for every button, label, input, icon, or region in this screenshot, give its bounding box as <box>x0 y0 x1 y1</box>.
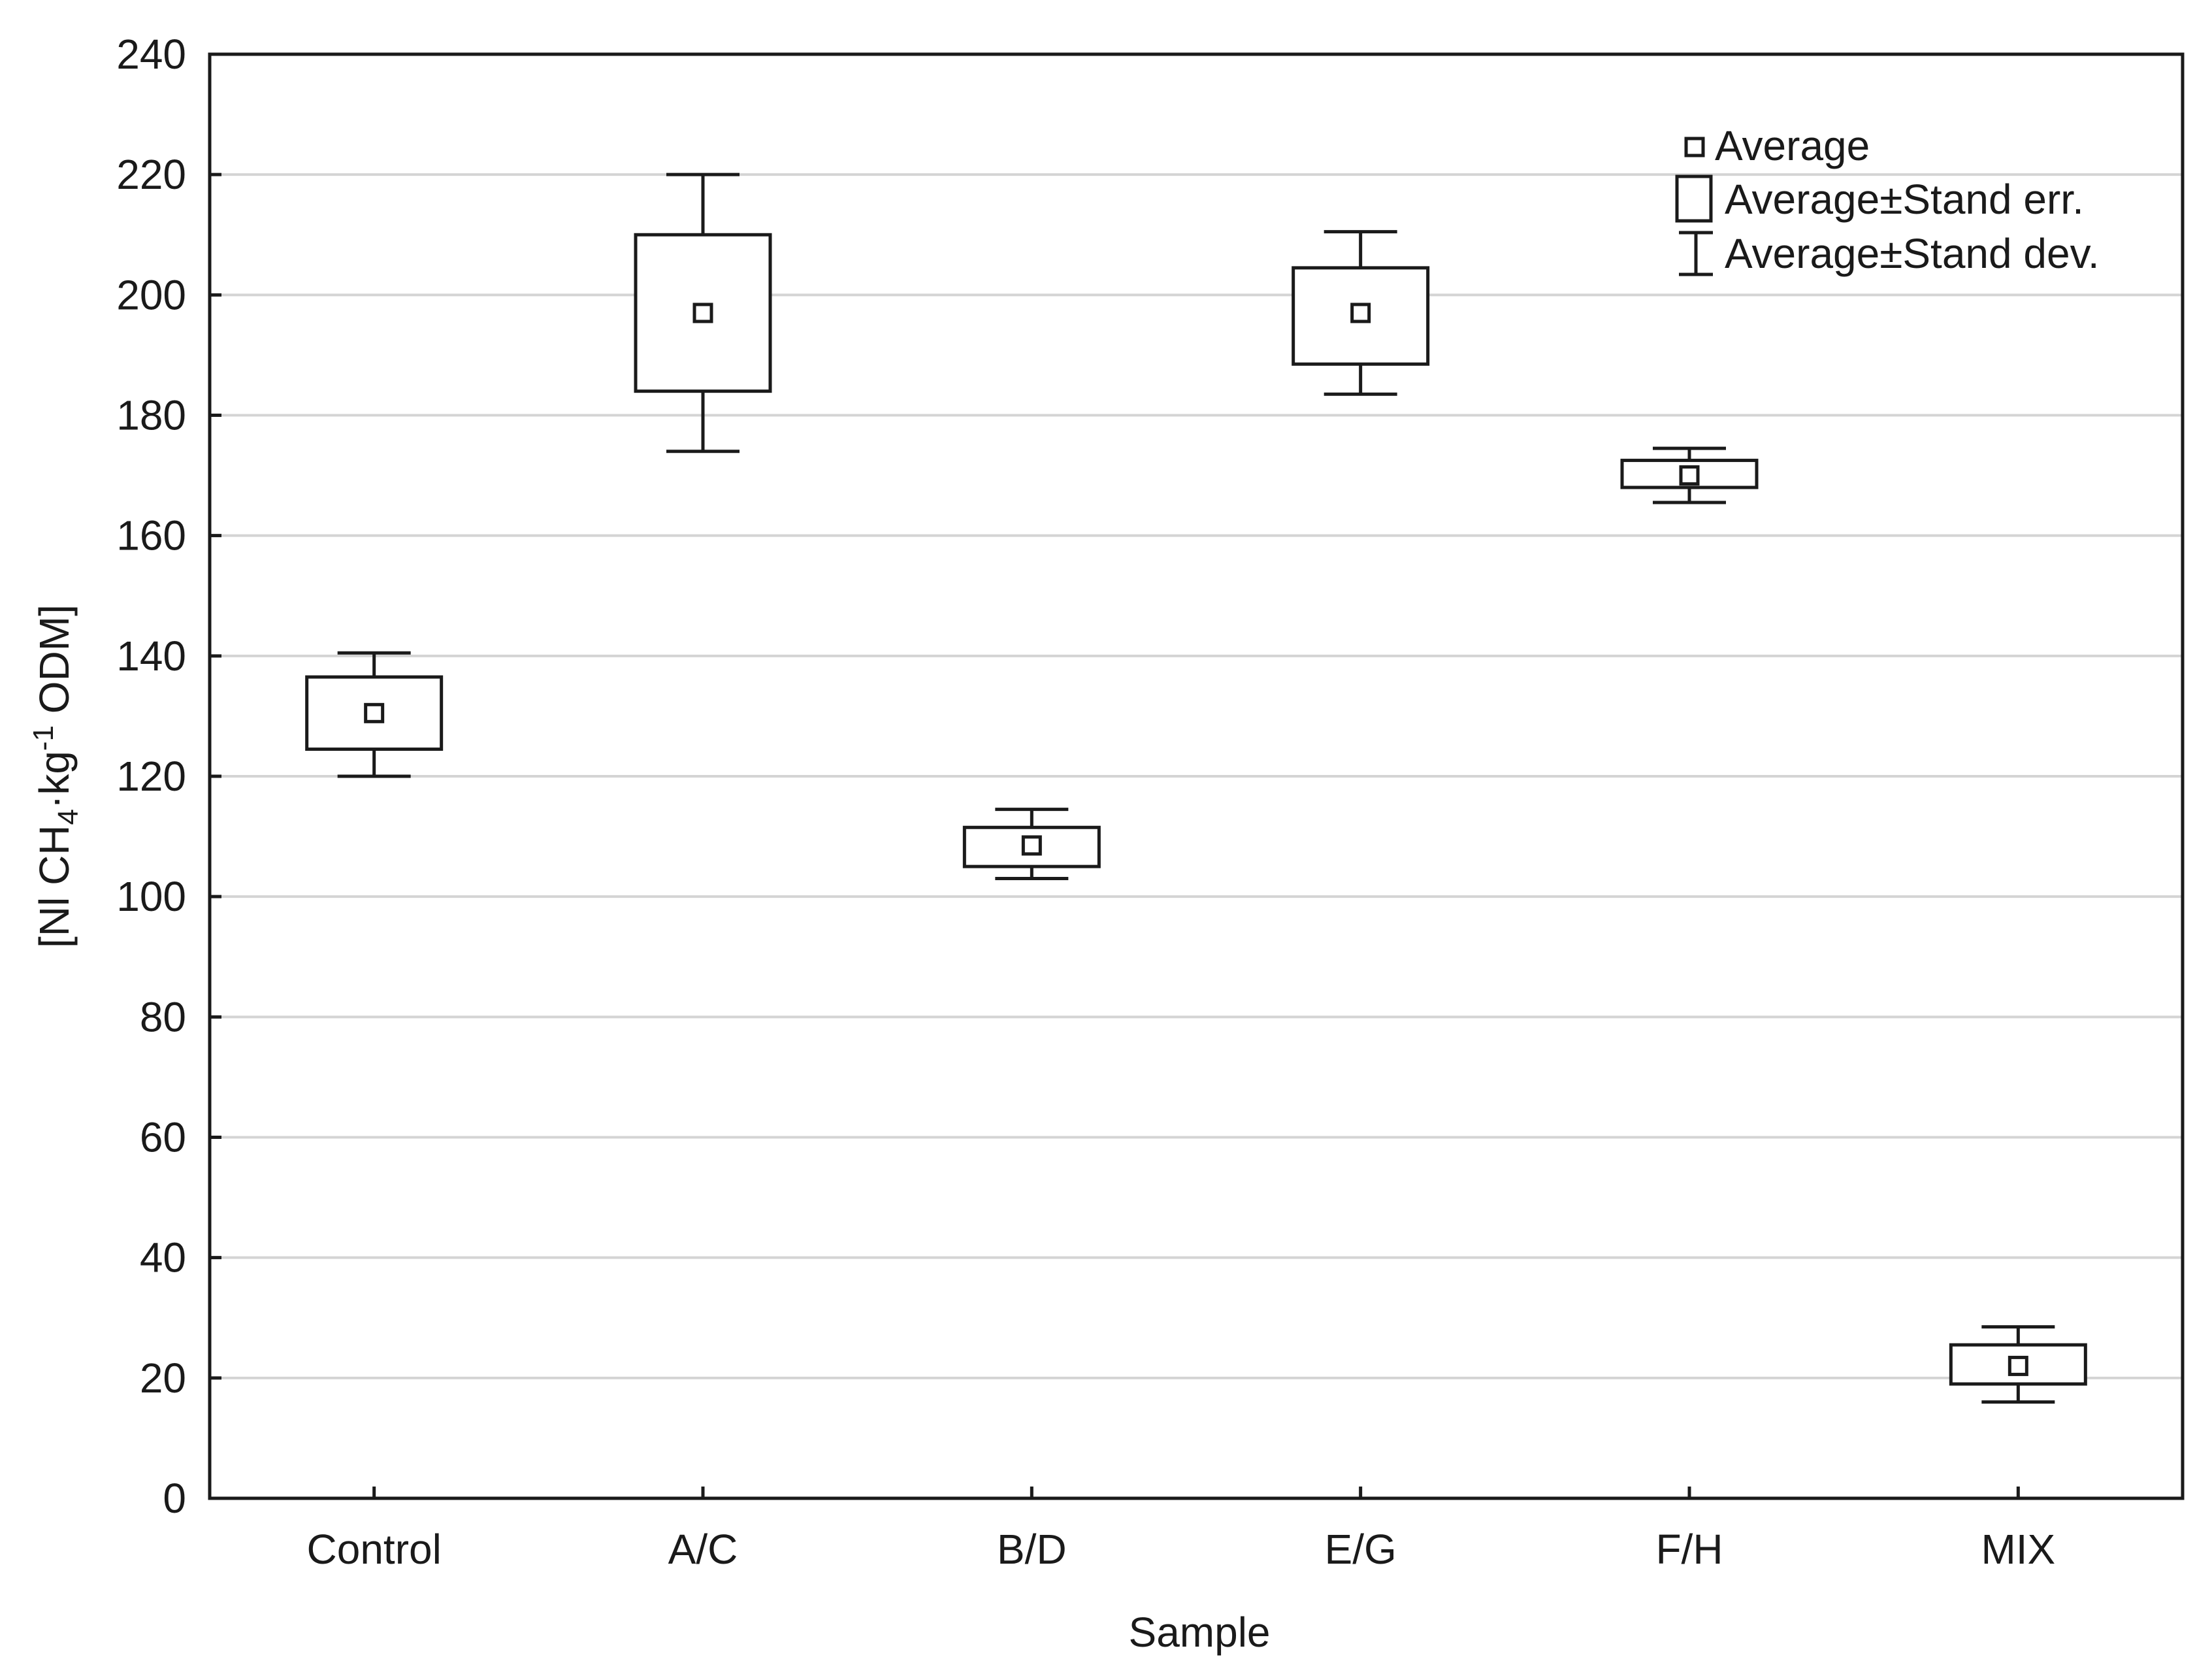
average-marker <box>1679 465 1700 486</box>
average-marker <box>692 303 713 323</box>
y-tick-label-20: 20 <box>140 1355 186 1402</box>
series-E/G <box>1292 230 1430 396</box>
y-tick-label-140: 140 <box>116 633 186 680</box>
y-tick-label-200: 200 <box>116 271 186 318</box>
gridlines <box>210 173 2183 1379</box>
plot-area-series <box>305 173 2087 1404</box>
y-tick-label-60: 60 <box>140 1114 186 1161</box>
legend-whisker-label: Average±Stand dev. <box>1725 230 2100 277</box>
series-A/C <box>634 173 772 453</box>
x-tick-label-E/G: E/G <box>1325 1526 1397 1573</box>
legend: Average Average±Stand err. Average±Stand… <box>1675 122 2100 277</box>
series-Control <box>305 651 444 778</box>
y-axis-title: [Nl CH4·kg-1 ODM] <box>27 604 84 948</box>
average-marker <box>1350 303 1371 323</box>
legend-whisker-marker <box>1679 231 1713 276</box>
x-tick-label-MIX: MIX <box>1981 1526 2055 1573</box>
legend-mean-marker <box>1684 137 1705 157</box>
legend-box-label: Average±Stand err. <box>1725 176 2084 223</box>
x-tick-label-F/H: F/H <box>1655 1526 1723 1573</box>
x-tick-label-Control: Control <box>307 1526 442 1573</box>
y-tick-label-100: 100 <box>116 873 186 920</box>
plot-frame <box>208 52 2185 1500</box>
series-B/D <box>962 808 1101 881</box>
legend-box-marker <box>1675 174 1713 223</box>
y-tick-label-120: 120 <box>116 753 186 800</box>
x-axis-ticks: Control A/C B/D E/G F/H MIX <box>307 1487 2055 1573</box>
y-tick-label-160: 160 <box>116 512 186 559</box>
y-tick-label-180: 180 <box>116 392 186 439</box>
y-tick-label-40: 40 <box>140 1234 186 1281</box>
y-tick-label-240: 240 <box>116 31 186 78</box>
y-axis-ticks: 0 20 40 60 80 100 120 140 160 180 200 220 240 <box>116 31 221 1522</box>
y-tick-label-220: 220 <box>116 151 186 198</box>
series-F/H <box>1620 446 1759 504</box>
legend-mean-label: Average <box>1715 122 1870 169</box>
y-tick-label-80: 80 <box>140 993 186 1040</box>
x-axis-title: Sample <box>1129 1609 1271 1656</box>
y-tick-label-0: 0 <box>163 1475 186 1522</box>
average-marker <box>1021 835 1042 856</box>
average-marker <box>364 702 385 723</box>
series-MIX <box>1949 1325 2087 1404</box>
x-tick-label-B/D: B/D <box>997 1526 1067 1573</box>
x-tick-label-A/C: A/C <box>668 1526 738 1573</box>
average-marker <box>2008 1355 2028 1376</box>
